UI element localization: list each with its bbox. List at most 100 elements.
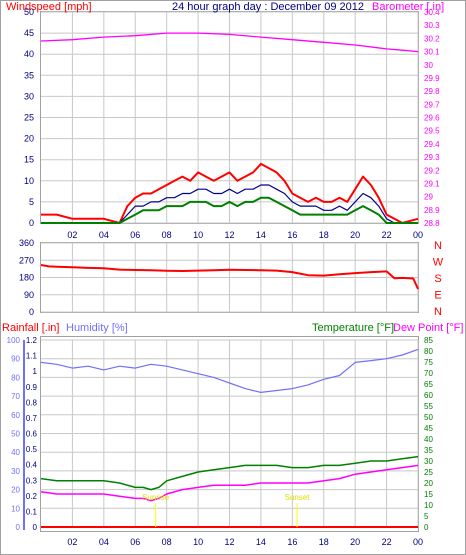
barometer-tick-labels: 28.8 28.9 29 29.1 29.2 29.3 29.4 29.5 29.6 29.7 29… xyxy=(424,8,440,228)
x-tick-label: 08 xyxy=(162,537,172,547)
windspeed-tick-label: 40 xyxy=(24,49,34,59)
barometer-tick-label: 28.9 xyxy=(424,206,440,215)
temperature-tick-label: 50 xyxy=(424,413,433,422)
rainfall-tick-label: 1 xyxy=(33,367,38,376)
barometer-tick-label: 29.3 xyxy=(424,153,440,162)
temperature-tick-label: 80 xyxy=(424,347,433,356)
x-tick-label: 04 xyxy=(99,537,109,547)
rainfall-tick-label: 0.6 xyxy=(26,430,38,439)
barometer-tick-label: 29 xyxy=(424,193,433,202)
x-tick-label: 12 xyxy=(224,230,234,240)
humidity-axis-label: Humidity [%] xyxy=(66,322,128,334)
windspeed-tick-label: 50 xyxy=(24,7,34,17)
windspeed-tick-label: 0 xyxy=(29,218,34,228)
barometer-tick-label: 29.9 xyxy=(424,74,440,83)
x-tick-label: 16 xyxy=(287,537,297,547)
direction-tick-label: 0 xyxy=(29,307,34,317)
temperature-tick-labels: 0 5 10 15 20 25 30 35 40 45 50 55 60 65 70 75 80 85 xyxy=(424,336,433,532)
temperature-tick-label: 20 xyxy=(424,479,433,488)
compass-label: N xyxy=(434,240,442,252)
windspeed-tick-label: 35 xyxy=(24,70,34,80)
x-tick-label: 04 xyxy=(99,230,109,240)
barometer-line xyxy=(40,32,419,53)
x-tick-label: 20 xyxy=(350,230,360,240)
x-tick-label: 18 xyxy=(319,230,329,240)
temperature-tick-label: 55 xyxy=(424,402,433,411)
humidity-tick-label: 30 xyxy=(11,467,20,476)
windspeed-tick-label: 20 xyxy=(24,134,34,144)
x-tick-label: 02 xyxy=(67,230,77,240)
x-tick-label: 22 xyxy=(382,537,392,547)
rainfall-tick-label: 0.2 xyxy=(26,492,38,501)
humidity-tick-label: 90 xyxy=(11,355,20,364)
rainfall-tick-label: 1.2 xyxy=(26,336,38,345)
x-tick-label: 12 xyxy=(224,537,234,547)
barometer-tick-label: 29.2 xyxy=(424,166,440,175)
windspeed-tick-label: 45 xyxy=(24,28,34,38)
temperature-tick-label: 5 xyxy=(424,512,429,521)
dewpoint-axis-label: Dew Point [°F] xyxy=(393,322,463,334)
top-x-tick-labels: 02 04 06 08 10 12 14 16 18 20 22 00 xyxy=(67,230,423,240)
x-tick-label: 10 xyxy=(193,537,203,547)
x-tick-label: 06 xyxy=(130,537,140,547)
bottom-panel-series xyxy=(40,348,419,528)
humidity-tick-label: 10 xyxy=(11,504,20,513)
wind-low-line xyxy=(41,196,418,224)
wind-direction-line xyxy=(40,264,419,290)
x-tick-label: 08 xyxy=(162,230,172,240)
humidity-tick-label: 80 xyxy=(11,373,20,382)
rainfall-axis-label: Rainfall [.in] xyxy=(2,322,59,334)
direction-tick-labels: 0 90 180 270 360 xyxy=(19,238,34,317)
barometer-tick-label: 29.1 xyxy=(424,179,440,188)
humidity-tick-label: 70 xyxy=(11,392,20,401)
barometer-tick-label: 29.4 xyxy=(424,140,440,149)
humidity-line xyxy=(40,348,419,393)
barometer-tick-label: 28.8 xyxy=(424,219,440,228)
chart-title: 24 hour graph day : December 09 2012 xyxy=(172,1,364,13)
sun-annotations: Sunrise Sunset xyxy=(142,493,310,527)
windspeed-tick-label: 15 xyxy=(24,155,34,165)
compass-label: N xyxy=(434,306,442,318)
temperature-tick-label: 75 xyxy=(424,358,433,367)
windspeed-axis-label: Windspeed [mph] xyxy=(6,1,92,13)
temperature-tick-label: 45 xyxy=(424,424,433,433)
barometer-tick-label: 29.8 xyxy=(424,87,440,96)
temperature-tick-label: 10 xyxy=(424,501,433,510)
grid-mid xyxy=(41,242,419,313)
compass-label: E xyxy=(434,290,441,302)
bottom-x-tick-labels: 02 04 06 08 10 12 14 16 18 20 22 00 xyxy=(67,537,423,547)
temperature-tick-label: 85 xyxy=(424,336,433,345)
barometer-axis-label: Barometer [.in] xyxy=(372,1,444,13)
sunset-label: Sunset xyxy=(285,493,311,502)
humidity-tick-label: 20 xyxy=(11,486,20,495)
rainfall-tick-label: 0.8 xyxy=(26,398,38,407)
rainfall-tick-label: 0.1 xyxy=(26,507,38,516)
rainfall-tick-label: 0.3 xyxy=(26,476,38,485)
humidity-tick-label: 50 xyxy=(11,430,20,439)
temperature-line xyxy=(40,455,419,491)
barometer-tick-label: 29.7 xyxy=(424,100,440,109)
barometer-tick-label: 30.4 xyxy=(424,8,440,17)
x-tick-label: 10 xyxy=(193,230,203,240)
x-tick-label: 18 xyxy=(319,537,329,547)
sunrise-label: Sunrise xyxy=(142,493,170,502)
barometer-tick-label: 30.1 xyxy=(424,48,440,57)
temperature-tick-label: 35 xyxy=(424,446,433,455)
humidity-tick-label: 100 xyxy=(7,336,21,345)
direction-tick-label: 90 xyxy=(24,290,34,300)
humidity-tick-label: 0 xyxy=(16,523,21,532)
rainfall-tick-label: 0.9 xyxy=(26,383,38,392)
windspeed-tick-label: 5 xyxy=(29,197,34,207)
top-panel-series xyxy=(40,32,419,224)
windspeed-tick-label: 10 xyxy=(24,176,34,186)
direction-tick-label: 180 xyxy=(19,273,34,283)
barometer-tick-label: 30.2 xyxy=(424,34,440,43)
temperature-tick-label: 30 xyxy=(424,457,433,466)
temperature-tick-label: 65 xyxy=(424,380,433,389)
compass-label: S xyxy=(434,273,441,285)
x-tick-label: 14 xyxy=(256,537,266,547)
x-tick-label: 06 xyxy=(130,230,140,240)
barometer-tick-label: 30.3 xyxy=(424,21,440,30)
temperature-tick-label: 25 xyxy=(424,468,433,477)
